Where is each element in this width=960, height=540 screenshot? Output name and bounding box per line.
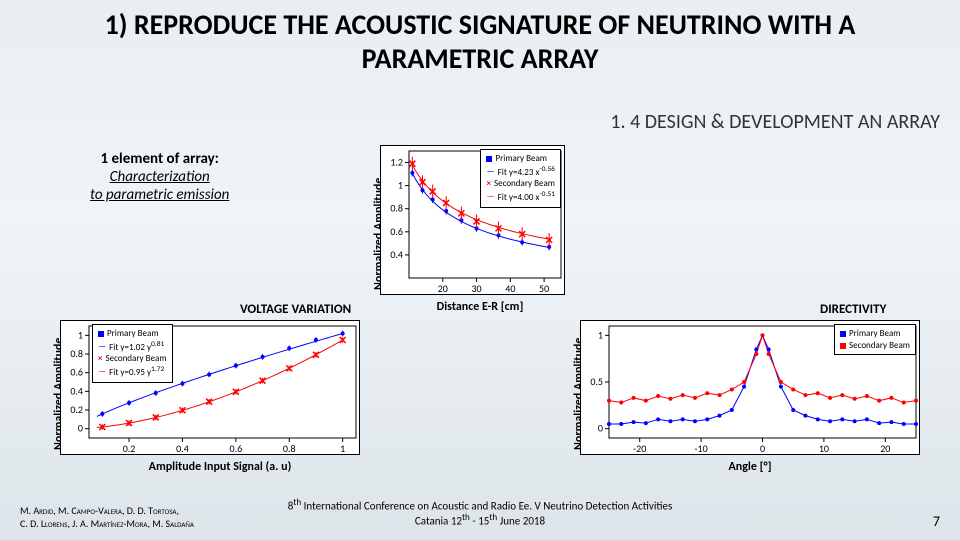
svg-text:20: 20 [880,442,890,455]
svg-text:1: 1 [340,442,345,455]
svg-text:-10: -10 [694,442,707,455]
chart-voltage-legend: Primary Beam—Fit y=1.02 y0.81×Secondary … [92,324,173,383]
svg-text:20: 20 [438,282,448,295]
chart-directivity-legend: Primary BeamSecondary Beam [834,324,916,355]
svg-text:50: 50 [539,282,549,295]
textbox-line2: Characterization [90,168,229,186]
chart-voltage: 0.2 0.4 0.6 0.8 1 0 0.2 0.4 0.6 0.8 1 Primary Beam—… [60,320,360,455]
page-number: 7 [933,513,940,530]
chart-title-directivity: DIRECTIVITY [820,302,886,317]
page-title: 1) REPRODUCE THE ACOUSTIC SIGNATURE OF N… [0,0,960,75]
chart-attenuation-legend: Primary Beam—Fit y=4.23 x-0.56×Secondary… [480,149,561,208]
svg-text:0: 0 [598,422,603,435]
svg-text:0.5: 0.5 [590,375,603,388]
footer-conference: 8th International Conference on Acoustic… [230,497,730,528]
xlabel-attenuation: Distance E-R [cm] [420,300,540,314]
element-description: 1 element of array: Characterization to … [90,150,229,204]
svg-text:0.2: 0.2 [123,442,136,455]
svg-text:1.2: 1.2 [390,156,403,169]
svg-text:0: 0 [78,422,83,435]
svg-text:1: 1 [78,328,83,341]
svg-text:1: 1 [598,328,603,341]
svg-text:0.6: 0.6 [390,225,403,238]
svg-text:1: 1 [398,179,403,192]
svg-text:0.8: 0.8 [390,202,403,215]
xlabel-directivity: Angle [°] [700,460,800,474]
svg-text:10: 10 [819,442,829,455]
svg-text:0: 0 [760,442,765,455]
footer-authors: M. Ardid, M. Campo-Valera, D. D. Tortosa… [20,504,194,530]
svg-text:0.8: 0.8 [283,442,296,455]
svg-text:0.4: 0.4 [390,248,403,261]
svg-text:0.8: 0.8 [70,347,83,360]
chart-attenuation: 20 30 40 50 0.4 0.6 0.8 1 1.2 Primary Beam—Fit y=… [380,145,565,295]
svg-text:-20: -20 [633,442,646,455]
svg-text:0.4: 0.4 [70,384,83,397]
svg-text:0.6: 0.6 [70,366,83,379]
chart-directivity: -20 -10 0 10 20 0 0.5 1 Primary BeamSecondary Be… [580,320,920,455]
chart-title-voltage: VOLTAGE VARIATION [240,302,351,317]
xlabel-voltage: Amplitude Input Signal (a. u) [120,460,320,474]
section-subtitle: 1. 4 DESIGN & DEVELOPMENT AN ARRAY [610,110,940,134]
svg-text:0.2: 0.2 [70,403,83,416]
textbox-line1: 1 element of array: [90,150,229,168]
svg-text:0.4: 0.4 [176,442,189,455]
svg-text:0.6: 0.6 [230,442,243,455]
svg-text:30: 30 [471,282,481,295]
textbox-line3: to parametric emission [90,186,229,204]
svg-text:40: 40 [505,282,515,295]
